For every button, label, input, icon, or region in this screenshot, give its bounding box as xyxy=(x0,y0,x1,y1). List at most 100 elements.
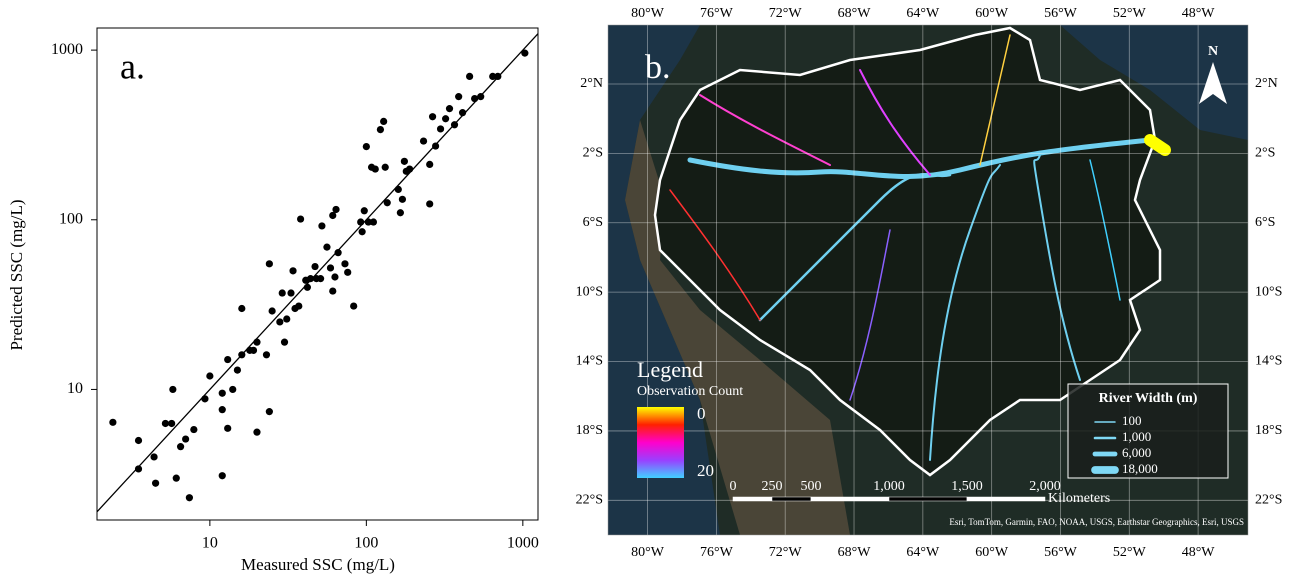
legend-title: Legend xyxy=(637,357,703,382)
point xyxy=(329,211,337,220)
point xyxy=(134,436,143,445)
x-tick-label: 56°W xyxy=(1044,6,1078,21)
x-tick-label: 72°W xyxy=(769,545,803,560)
point xyxy=(466,72,474,80)
point xyxy=(426,160,434,169)
atlantic-ocean xyxy=(1060,25,1248,140)
x-tick-label: 68°W xyxy=(838,545,872,560)
y-tick-label: 14°S xyxy=(1255,354,1282,369)
point xyxy=(326,264,335,272)
point xyxy=(306,275,315,283)
point xyxy=(287,289,295,297)
north-label: N xyxy=(1208,44,1218,59)
point xyxy=(109,418,117,426)
x-tick-label: 100 xyxy=(354,535,378,552)
point xyxy=(265,408,273,416)
y-tick-label: 2°S xyxy=(583,146,603,161)
point xyxy=(238,304,246,313)
point xyxy=(229,385,237,394)
point xyxy=(364,218,372,226)
x-tick-label: 64°W xyxy=(906,545,940,560)
point xyxy=(362,142,370,151)
point xyxy=(218,389,226,397)
width-legend-label: 18,000 xyxy=(1122,461,1158,476)
y-tick-label: 6°S xyxy=(583,215,603,230)
scale-segment xyxy=(771,496,812,502)
point xyxy=(182,435,190,443)
width-legend-label: 100 xyxy=(1122,413,1142,428)
point xyxy=(249,346,258,354)
point xyxy=(398,195,407,203)
north-arrow xyxy=(1199,62,1227,104)
panel-label: b. xyxy=(645,49,671,86)
point xyxy=(303,283,311,291)
y-tick-label: 2°N xyxy=(580,76,603,91)
color-ramp xyxy=(637,407,684,478)
point xyxy=(316,275,325,283)
point xyxy=(295,302,303,310)
point xyxy=(253,338,261,346)
y-tick-label: 1000 xyxy=(51,41,83,58)
point xyxy=(360,207,368,215)
scale-label: 1,500 xyxy=(951,479,983,494)
point xyxy=(206,372,214,380)
y-axis-label: Predicted SSC (mg/L) xyxy=(7,199,26,350)
point xyxy=(331,273,339,281)
x-tick-label: 52°W xyxy=(1113,6,1147,21)
scale-label: 500 xyxy=(801,479,822,494)
point xyxy=(494,72,502,80)
width-legend-label: 1,000 xyxy=(1122,429,1151,444)
river xyxy=(849,229,891,401)
x-tick-label: 80°W xyxy=(631,6,665,21)
point xyxy=(334,249,342,257)
scale-label: 0 xyxy=(730,479,737,494)
point xyxy=(431,142,440,150)
point xyxy=(396,209,404,217)
legend-max: 20 xyxy=(697,461,714,480)
point xyxy=(471,94,479,103)
point xyxy=(358,228,366,236)
y-tick-label: 18°S xyxy=(576,423,603,438)
point xyxy=(238,351,246,359)
legend-min: 0 xyxy=(697,404,706,423)
point xyxy=(455,93,463,101)
point xyxy=(332,205,340,214)
point xyxy=(283,315,291,323)
y-tick-label: 22°S xyxy=(1255,493,1282,508)
scale-segment xyxy=(732,496,773,502)
river xyxy=(1144,134,1171,156)
point xyxy=(329,287,337,295)
river xyxy=(979,34,1011,166)
y-tick-label: 10 xyxy=(67,380,83,397)
point xyxy=(268,307,276,315)
point xyxy=(262,351,271,359)
river xyxy=(1089,159,1121,301)
y-tick-label: 22°S xyxy=(576,493,603,508)
point xyxy=(151,479,160,487)
x-tick-label: 10 xyxy=(202,535,218,552)
x-tick-label: 56°W xyxy=(1044,545,1078,560)
x-tick-label: 48°W xyxy=(1182,545,1216,560)
point xyxy=(458,109,467,117)
andes xyxy=(625,120,850,535)
point xyxy=(380,117,388,126)
point xyxy=(426,200,434,208)
point xyxy=(233,366,242,374)
legend-subtitle: Observation Count xyxy=(637,384,743,399)
x-tick-label: 1000 xyxy=(507,535,539,552)
point xyxy=(311,262,319,271)
plot-frame xyxy=(96,27,539,521)
point xyxy=(371,165,379,173)
x-tick-label: 60°W xyxy=(975,6,1009,21)
reference-line xyxy=(96,33,539,513)
point xyxy=(169,385,177,394)
scale-unit: Kilometers xyxy=(1048,491,1110,506)
river xyxy=(687,137,1153,179)
scale-segment xyxy=(810,496,890,502)
point xyxy=(445,105,454,113)
y-tick-label: 6°S xyxy=(1255,215,1275,230)
attribution: Esri, TomTom, Garmin, FAO, NOAA, USGS, E… xyxy=(949,517,1244,527)
point xyxy=(172,474,180,482)
